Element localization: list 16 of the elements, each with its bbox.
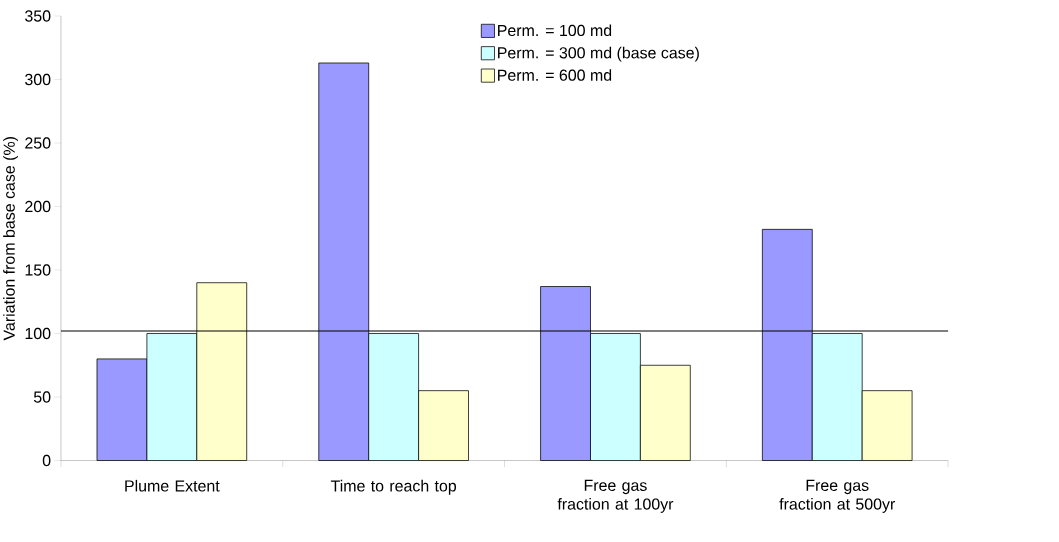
y-tick-label: 350 <box>25 10 51 22</box>
y-axis-title: Variation from base case (%) <box>3 137 18 341</box>
legend-label: Perm. = 300 md (base case) <box>498 46 699 62</box>
y-tick-label: 0 <box>42 455 51 467</box>
x-tick-label: Time to reach top <box>330 480 457 495</box>
legend-label: Perm. = 100 md <box>498 24 612 37</box>
x-tick-label: Free gas fraction at 500yr <box>779 480 896 514</box>
y-tick-label: 50 <box>33 391 51 403</box>
x-tick-label: Free gas fraction at 100yr <box>557 480 674 514</box>
y-tick-label: 250 <box>25 137 51 149</box>
x-tick-label: Plume Extent <box>125 480 220 492</box>
legend-label: Perm. = 600 md <box>498 69 612 82</box>
y-tick-label: 300 <box>25 74 51 86</box>
y-tick-label: 200 <box>25 201 51 213</box>
y-tick-label: 100 <box>25 328 51 340</box>
y-tick-label: 150 <box>25 264 51 276</box>
